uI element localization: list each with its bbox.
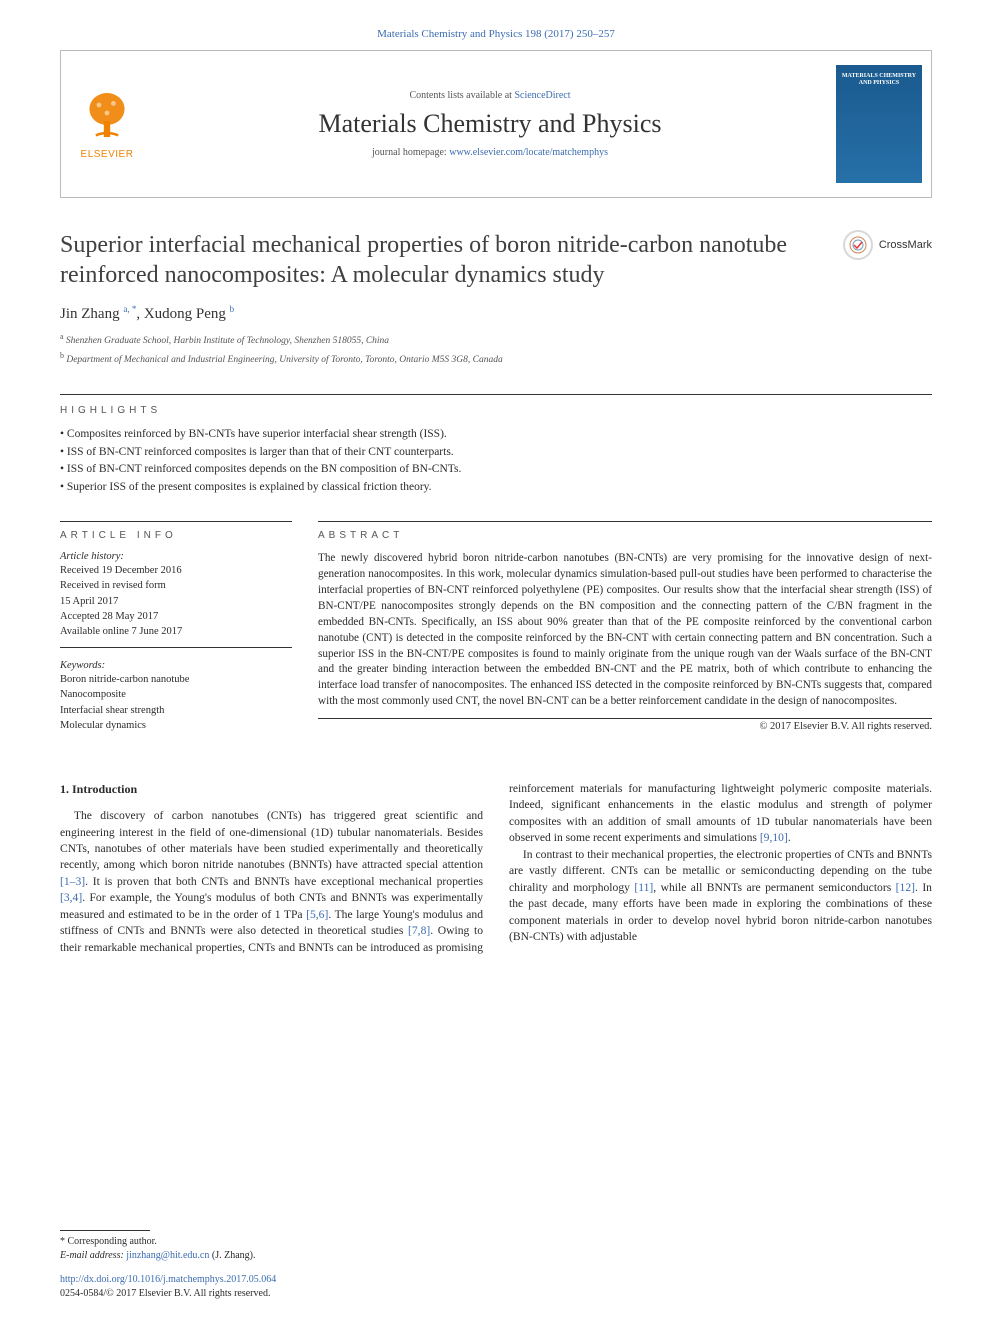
issn-line: 0254-0584/© 2017 Elsevier B.V. All right… — [60, 1287, 460, 1301]
corresponding-author: * Corresponding author. — [60, 1235, 460, 1249]
ref-link[interactable]: [1–3] — [60, 875, 85, 888]
journal-cover-thumb: MATERIALS CHEMISTRY AND PHYSICS — [836, 65, 922, 183]
article-history: Article history: Received 19 December 20… — [60, 551, 292, 648]
homepage-link[interactable]: www.elsevier.com/locate/matchemphys — [449, 147, 608, 158]
history-item: 15 April 2017 — [60, 594, 292, 609]
body-text: . The large Young's — [328, 908, 422, 921]
ref-link[interactable]: [12] — [896, 881, 915, 894]
email-link[interactable]: jinzhang@hit.edu.cn — [126, 1250, 209, 1261]
ref-link[interactable]: [5,6] — [306, 908, 328, 921]
body-text: , while all BNNTs are permanent semicond… — [653, 881, 895, 894]
highlight-item: ISS of BN-CNT reinforced composites is l… — [60, 444, 932, 462]
article-body: 1. Introduction The discovery of carbon … — [60, 781, 932, 956]
email-line: E-mail address: jinzhang@hit.edu.cn (J. … — [60, 1249, 460, 1263]
elsevier-tree-icon — [81, 89, 133, 145]
footer-rule — [60, 1230, 150, 1231]
keywords-label: Keywords: — [60, 660, 292, 671]
body-text: . It is proven that both CNTs and BNNTs … — [85, 875, 483, 888]
cover-title: MATERIALS CHEMISTRY AND PHYSICS — [836, 73, 922, 87]
crossmark-icon — [843, 230, 873, 260]
body-text: . — [788, 831, 791, 844]
highlight-item: Composites reinforced by BN-CNTs have su… — [60, 426, 932, 444]
header-center: Contents lists available at ScienceDirec… — [153, 51, 827, 197]
affiliation-b: b Department of Mechanical and Industria… — [60, 350, 932, 367]
contents-line: Contents lists available at ScienceDirec… — [409, 90, 570, 101]
history-item: Received 19 December 2016 — [60, 563, 292, 578]
keyword: Nanocomposite — [60, 687, 292, 702]
highlight-item: ISS of BN-CNT reinforced composites depe… — [60, 461, 932, 479]
author-list: Jin Zhang a, *, Xudong Peng b — [60, 304, 932, 323]
body-text: The discovery of carbon nanotubes (CNTs)… — [60, 809, 483, 871]
email-label: E-mail address: — [60, 1250, 126, 1261]
ref-link[interactable]: [11] — [634, 881, 653, 894]
abstract-label: ABSTRACT — [318, 521, 932, 541]
doi-link[interactable]: http://dx.doi.org/10.1016/j.matchemphys.… — [60, 1274, 276, 1285]
crossmark-widget[interactable]: CrossMark — [843, 230, 932, 260]
section-rule — [60, 394, 932, 395]
article-info-label: ARTICLE INFO — [60, 521, 292, 541]
highlight-item: Superior ISS of the present composites i… — [60, 479, 932, 497]
ref-link[interactable]: [9,10] — [760, 831, 788, 844]
homepage-line: journal homepage: www.elsevier.com/locat… — [372, 147, 608, 158]
publisher-name: ELSEVIER — [81, 149, 134, 160]
author-2: Xudong Peng — [144, 306, 226, 322]
cover-cell: MATERIALS CHEMISTRY AND PHYSICS — [827, 51, 931, 197]
history-label: Article history: — [60, 551, 292, 562]
author-2-affil: b — [230, 304, 235, 314]
highlights-label: HIGHLIGHTS — [60, 405, 932, 416]
ref-link[interactable]: [7,8] — [408, 924, 430, 937]
sciencedirect-link[interactable]: ScienceDirect — [514, 90, 570, 101]
author-1-affil: a, * — [123, 304, 136, 314]
citation-line: Materials Chemistry and Physics 198 (201… — [60, 28, 932, 40]
journal-name: Materials Chemistry and Physics — [318, 109, 661, 139]
affil-text-b: Department of Mechanical and Industrial … — [64, 356, 503, 366]
affil-text-a: Shenzhen Graduate School, Harbin Institu… — [64, 336, 390, 346]
homepage-prefix: journal homepage: — [372, 147, 449, 158]
section-heading: 1. Introduction — [60, 781, 483, 798]
body-paragraph: In contrast to their mechanical properti… — [509, 847, 932, 946]
history-item: Received in revised form — [60, 578, 292, 593]
article-info-column: ARTICLE INFO Article history: Received 1… — [60, 521, 292, 733]
ref-link[interactable]: [3,4] — [60, 891, 82, 904]
affiliation-a: a Shenzhen Graduate School, Harbin Insti… — [60, 331, 932, 348]
crossmark-label: CrossMark — [879, 239, 932, 251]
author-1: Jin Zhang — [60, 306, 120, 322]
author-sep: , — [136, 306, 144, 322]
highlights-list: Composites reinforced by BN-CNTs have su… — [60, 426, 932, 497]
abstract-column: ABSTRACT The newly discovered hybrid bor… — [318, 521, 932, 733]
footer: * Corresponding author. E-mail address: … — [60, 1230, 460, 1301]
keyword: Molecular dynamics — [60, 718, 292, 733]
contents-prefix: Contents lists available at — [409, 90, 514, 101]
keyword: Boron nitride-carbon nanotube — [60, 672, 292, 687]
journal-header: ELSEVIER Contents lists available at Sci… — [60, 50, 932, 198]
publisher-logo-cell: ELSEVIER — [61, 51, 153, 197]
abstract-text: The newly discovered hybrid boron nitrid… — [318, 551, 932, 719]
elsevier-logo: ELSEVIER — [71, 78, 143, 170]
abstract-copyright: © 2017 Elsevier B.V. All rights reserved… — [318, 721, 932, 732]
email-suffix: (J. Zhang). — [209, 1250, 255, 1261]
keyword: Interfacial shear strength — [60, 703, 292, 718]
history-item: Accepted 28 May 2017 — [60, 609, 292, 624]
history-item: Available online 7 June 2017 — [60, 624, 292, 639]
article-title: Superior interfacial mechanical properti… — [60, 230, 825, 290]
